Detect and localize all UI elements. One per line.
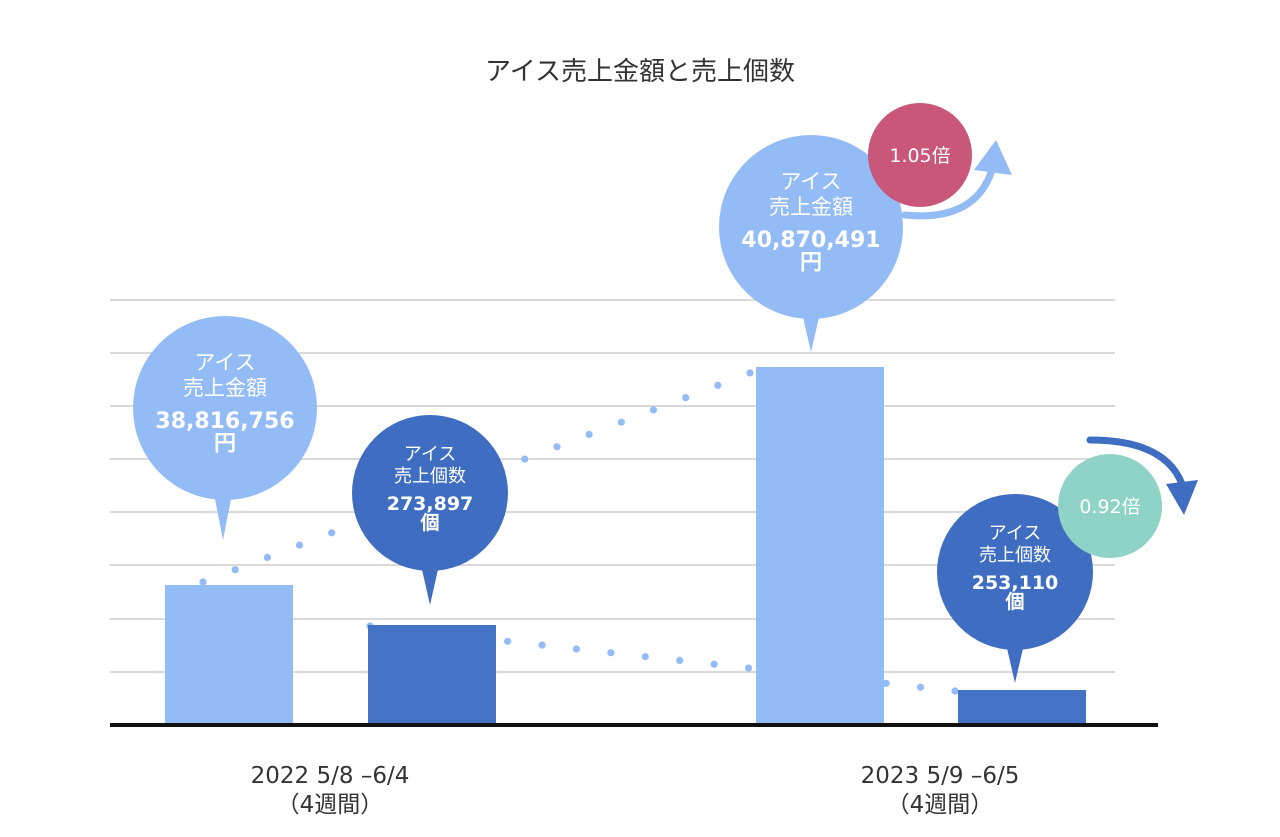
- bubble-amount-2023-line2: 売上金額: [769, 195, 853, 219]
- arrow-down-shaft: [1086, 436, 1186, 488]
- chart-title: アイス売上金額と売上個数: [485, 57, 795, 87]
- count-trend-dot-5: [538, 641, 546, 649]
- amount-trend-dot-3: [295, 541, 304, 549]
- count-trend-dot-6: [572, 645, 581, 653]
- bubble-amount-2022-value: 38,816,756: [155, 409, 294, 434]
- bubble-amount-2023-value: 40,870,491: [741, 228, 880, 253]
- x-tick-sublabel-0: （4週間）: [277, 792, 384, 818]
- bubble-amount-2023-line1: アイス: [780, 169, 841, 193]
- bubble-count-2023-line1: アイス: [989, 523, 1042, 544]
- bubble-amount-2023-tail: [802, 313, 820, 352]
- count-trend-dot-11: [744, 664, 753, 672]
- amount-trend-dot-0: [199, 578, 207, 586]
- ratio-badge-down: [1058, 454, 1162, 558]
- bubble-count-2023-circle: [937, 494, 1093, 650]
- bubble-amount-2022-circle: [133, 316, 317, 500]
- bubble-count-2022-tail: [421, 565, 439, 605]
- bubble-count-2023-tail: [1006, 644, 1024, 683]
- bubble-amount-2022-line1: アイス: [194, 350, 255, 374]
- ratio-label-up: 1.05倍: [889, 145, 950, 167]
- ratio-badges: 1.05倍 0.92倍: [868, 103, 1198, 558]
- bubble-count-2023-line2: 売上個数: [979, 545, 1051, 566]
- bar-amount-2022: [165, 585, 293, 725]
- bubble-amount-2023-circle: [719, 135, 903, 319]
- x-tick-sublabel-1: （4週間）: [887, 792, 994, 818]
- bubble-amount-2022-unit: 円: [214, 431, 236, 456]
- amount-trend-dot-1: [231, 566, 239, 574]
- amount-trend-dot-2: [263, 553, 271, 562]
- amount-trend-dot-12: [585, 430, 593, 439]
- arrow-up-shaft: [901, 166, 996, 220]
- bubble-count-2022-line1: アイス: [404, 444, 457, 465]
- arrow-up-head: [974, 140, 1012, 175]
- amount-trend-dot-4: [328, 529, 336, 537]
- bubble-count-2023-value: 253,110: [972, 572, 1059, 594]
- ratio-badge-up: [868, 103, 972, 207]
- amount-trend-dot-17: [746, 369, 754, 377]
- bubble-amount-2022-tail: [214, 494, 232, 540]
- bubble-amount-2023-unit: 円: [800, 250, 822, 275]
- count-trend-dot-15: [882, 679, 890, 687]
- bubble-amount-2022-line2: 売上金額: [183, 376, 267, 400]
- bubble-count-2023-unit: 個: [1004, 591, 1024, 613]
- x-tick-labels: 2022 5/8 –6/4 （4週間） 2023 5/9 –6/5 （4週間）: [251, 763, 1020, 818]
- amount-trend-dot-13: [617, 418, 625, 426]
- count-trend-dot-16: [916, 683, 925, 691]
- count-trend-dot-4: [504, 637, 512, 645]
- bubble-count-2022-line2: 売上個数: [394, 466, 466, 487]
- count-trend-dot-8: [641, 652, 649, 661]
- count-trend-dot-10: [710, 660, 718, 668]
- bar-count-2023: [958, 690, 1086, 725]
- count-trend-dot-7: [607, 649, 615, 657]
- curved-arrow-up-icon: [901, 140, 1012, 220]
- count-trend-dot-17: [951, 687, 959, 695]
- amount-trend-dot-15: [682, 393, 690, 402]
- bubble-count-2022-unit: 個: [419, 512, 439, 534]
- arrow-down-head: [1166, 480, 1198, 515]
- amount-trend-dot-11: [553, 443, 561, 451]
- ratio-label-down: 0.92倍: [1079, 496, 1140, 518]
- amount-trend-dot-14: [649, 406, 658, 414]
- bar-count-2022: [368, 625, 496, 725]
- amount-trend-dot-10: [521, 455, 529, 463]
- x-tick-label-1: 2023 5/9 –6/5: [861, 763, 1020, 789]
- bars: [165, 367, 1086, 725]
- x-tick-label-0: 2022 5/8 –6/4: [251, 763, 410, 789]
- curved-arrow-down-icon: [1086, 436, 1198, 515]
- count-trend-dot-9: [676, 656, 684, 665]
- bubble-count-2022-circle: [352, 415, 508, 571]
- bar-amount-2023: [756, 367, 884, 725]
- bubble-count-2022-value: 273,897: [387, 493, 474, 515]
- amount-trend-dot-16: [714, 381, 722, 389]
